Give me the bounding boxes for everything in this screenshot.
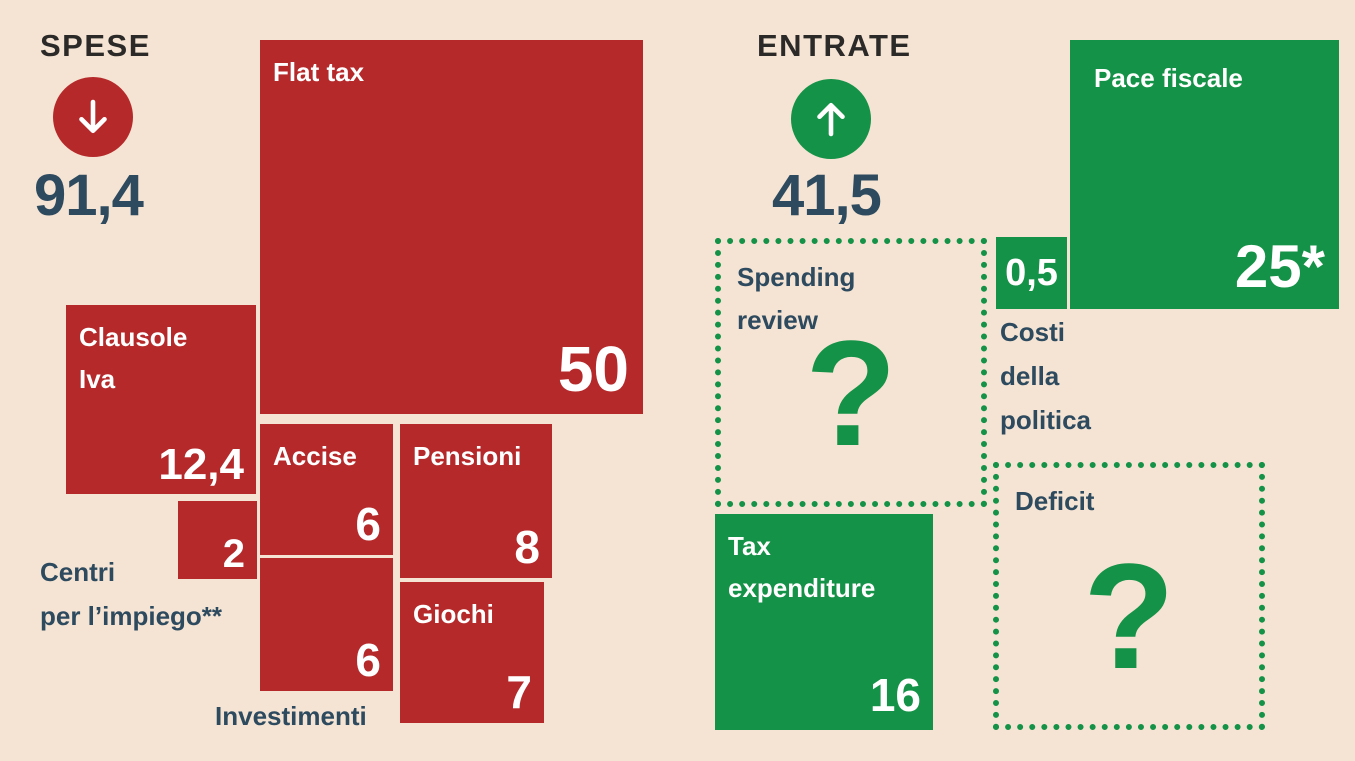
costi-politica-label: Costi della politica bbox=[1000, 310, 1091, 443]
costi-politica-label-line2: della bbox=[1000, 361, 1060, 392]
arrow-down-icon bbox=[70, 94, 116, 140]
flat-tax-label-line: Flat tax bbox=[273, 57, 365, 87]
deficit-question-mark: ? bbox=[1083, 532, 1175, 700]
spending-review-label-line1: Spending bbox=[737, 262, 856, 292]
clausole-iva-label-line2: Iva bbox=[79, 363, 116, 394]
centri-impiego-label-line2: per l’impiego** bbox=[40, 601, 223, 632]
tax-expenditure-label-line1: Tax bbox=[728, 531, 771, 561]
box-spending-review: Spending review ? bbox=[715, 238, 987, 507]
accise-label: Accise bbox=[273, 436, 357, 478]
deficit-label-line: Deficit bbox=[1015, 486, 1095, 516]
centri-impiego-label-line1: Centri bbox=[40, 557, 116, 587]
accise-value: 6 bbox=[355, 498, 381, 550]
investimenti-label: Investimenti bbox=[215, 694, 367, 738]
pace-fiscale-label-line: Pace fiscale bbox=[1094, 63, 1243, 93]
entrate-total: 41,5 bbox=[772, 163, 882, 228]
box-giochi: Giochi 7 bbox=[400, 582, 544, 723]
box-pensioni: Pensioni 8 bbox=[400, 424, 552, 578]
box-centri-impiego: 2 bbox=[178, 501, 257, 579]
investimenti-value: 6 bbox=[355, 634, 381, 686]
pensioni-value: 8 bbox=[514, 521, 540, 573]
clausole-iva-label-line1: Clausole bbox=[79, 322, 188, 352]
pensioni-label: Pensioni bbox=[413, 436, 521, 478]
entrate-section-title: ENTRATE bbox=[757, 28, 912, 63]
flat-tax-value: 50 bbox=[557, 333, 629, 405]
costi-politica-value: 0,5 bbox=[1005, 251, 1058, 294]
tax-expenditure-label: Tax expenditure bbox=[728, 526, 875, 609]
costi-politica-label-line3: politica bbox=[1000, 405, 1092, 436]
spending-review-label-line2: review bbox=[737, 304, 818, 335]
spese-decrease-badge bbox=[53, 77, 133, 157]
box-investimenti: 6 bbox=[260, 558, 393, 691]
box-tax-expenditure: Tax expenditure 16 bbox=[715, 514, 933, 730]
pace-fiscale-label: Pace fiscale bbox=[1094, 58, 1243, 100]
pensioni-label-line: Pensioni bbox=[413, 441, 522, 471]
clausole-iva-label: Clausole Iva bbox=[79, 317, 187, 400]
spese-total: 91,4 bbox=[34, 163, 144, 228]
costi-politica-label-line1: Costi bbox=[1000, 317, 1065, 347]
giochi-value: 7 bbox=[506, 666, 532, 718]
clausole-iva-value: 12,4 bbox=[158, 440, 244, 489]
box-flat-tax: Flat tax 50 bbox=[260, 40, 643, 414]
investimenti-label-line: Investimenti bbox=[215, 701, 367, 731]
tax-expenditure-value: 16 bbox=[869, 669, 921, 721]
entrate-increase-badge bbox=[791, 79, 871, 159]
box-clausole-iva: Clausole Iva 12,4 bbox=[66, 305, 256, 494]
accise-label-line: Accise bbox=[273, 441, 357, 471]
box-costi-politica: 0,5 bbox=[996, 237, 1067, 309]
box-accise: Accise 6 bbox=[260, 424, 393, 555]
spending-review-label: Spending review bbox=[737, 256, 855, 342]
centri-impiego-label: Centri per l’impiego** bbox=[40, 550, 222, 638]
spending-review-question-mark: ? bbox=[805, 308, 897, 477]
centri-impiego-value: 2 bbox=[222, 532, 245, 576]
box-deficit: Deficit ? bbox=[993, 462, 1265, 730]
deficit-label: Deficit bbox=[1015, 480, 1094, 523]
tax-expenditure-label-line2: expenditure bbox=[728, 572, 876, 603]
flat-tax-label: Flat tax bbox=[273, 52, 364, 94]
giochi-label: Giochi bbox=[413, 594, 494, 636]
pace-fiscale-value: 25* bbox=[1234, 233, 1325, 300]
arrow-up-icon bbox=[808, 96, 854, 142]
box-pace-fiscale: Pace fiscale 25* bbox=[1070, 40, 1339, 309]
spese-section-title: SPESE bbox=[40, 28, 151, 63]
giochi-label-line: Giochi bbox=[413, 599, 494, 629]
